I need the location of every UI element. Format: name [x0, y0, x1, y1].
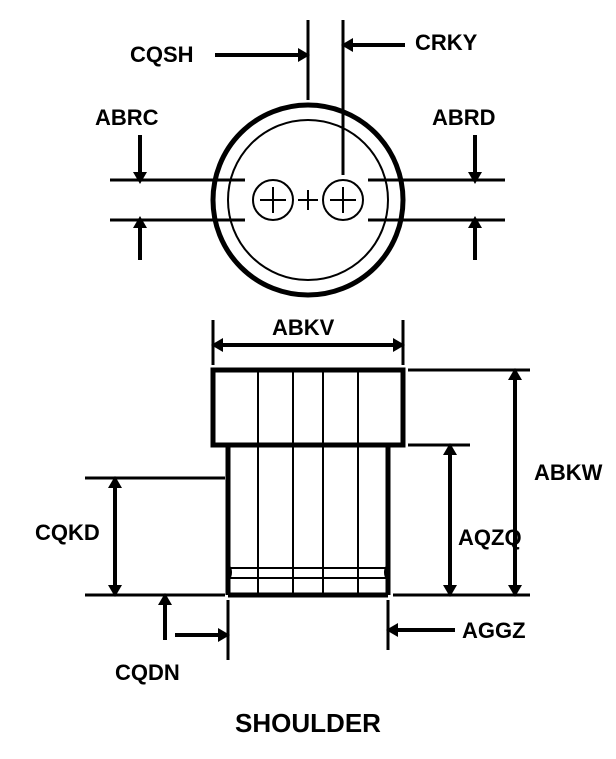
label-abrd: ABRD: [432, 105, 496, 131]
abrd-arrow-bot: [468, 216, 482, 228]
label-abkw: ABKW: [534, 460, 602, 486]
label-cqkd: CQKD: [35, 520, 100, 546]
diagram-container: CRKY CQSH ABRC ABRD ABKV ABKW AQZQ CQKD …: [0, 0, 616, 759]
shoulder-rect: [213, 370, 403, 445]
label-abkv: ABKV: [272, 315, 334, 341]
abrc-arrow-top: [133, 172, 147, 184]
abrc-arrow-bot: [133, 216, 147, 228]
diagram-title: SHOULDER: [0, 708, 616, 739]
label-abrc: ABRC: [95, 105, 159, 131]
label-cqdn: CQDN: [115, 660, 180, 686]
label-cqsh: CQSH: [130, 42, 194, 68]
engineering-diagram: [0, 0, 616, 759]
label-crky: CRKY: [415, 30, 477, 56]
label-aqzq: AQZQ: [458, 525, 522, 551]
label-aggz: AGGZ: [462, 618, 526, 644]
abrd-arrow-top: [468, 172, 482, 184]
